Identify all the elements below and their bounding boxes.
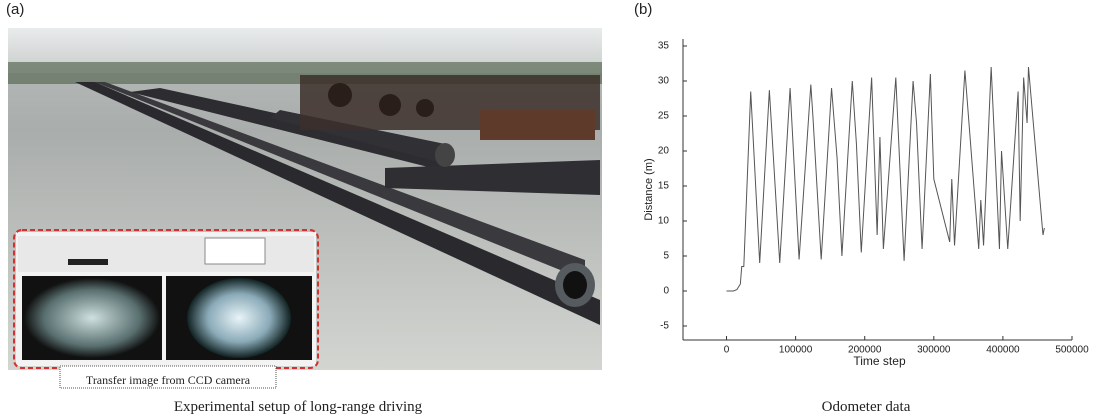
- inset-caption: Transfer image from CCD camera: [86, 373, 251, 387]
- caption: Odometer data: [822, 399, 911, 415]
- panel-label: (a): [6, 1, 24, 18]
- inset-screenshot: [13, 229, 319, 389]
- y-tick-label: 15: [658, 181, 670, 192]
- photo: [8, 28, 602, 370]
- data-line: [726, 66, 1045, 292]
- y-tick-label: 10: [658, 216, 670, 227]
- y-tick-label: -5: [660, 321, 669, 332]
- chart: -5 0 5 10 15 20 25 30 35 0 100000 200000 300000 40000…: [643, 39, 1089, 368]
- y-tick-label: 30: [658, 76, 670, 87]
- x-tick-label: 0: [724, 344, 730, 355]
- y-tick-label: 0: [663, 286, 669, 297]
- y-axis-title: Distance (m): [643, 158, 655, 220]
- x-axis-title: Time step: [853, 354, 906, 368]
- y-tick-label: 5: [663, 251, 669, 262]
- x-tick-label: 500000: [1055, 344, 1089, 355]
- caption: Experimental setup of long-range driving: [174, 399, 423, 415]
- x-tick-label: 100000: [779, 344, 813, 355]
- panel-label: (b): [634, 1, 652, 18]
- x-tick-label: 300000: [917, 344, 951, 355]
- x-tick-label: 200000: [848, 344, 882, 355]
- y-tick-label: 20: [658, 146, 670, 157]
- y-tick-label: 35: [658, 41, 670, 52]
- y-tick-label: 25: [658, 111, 670, 122]
- x-tick-label: 400000: [986, 344, 1020, 355]
